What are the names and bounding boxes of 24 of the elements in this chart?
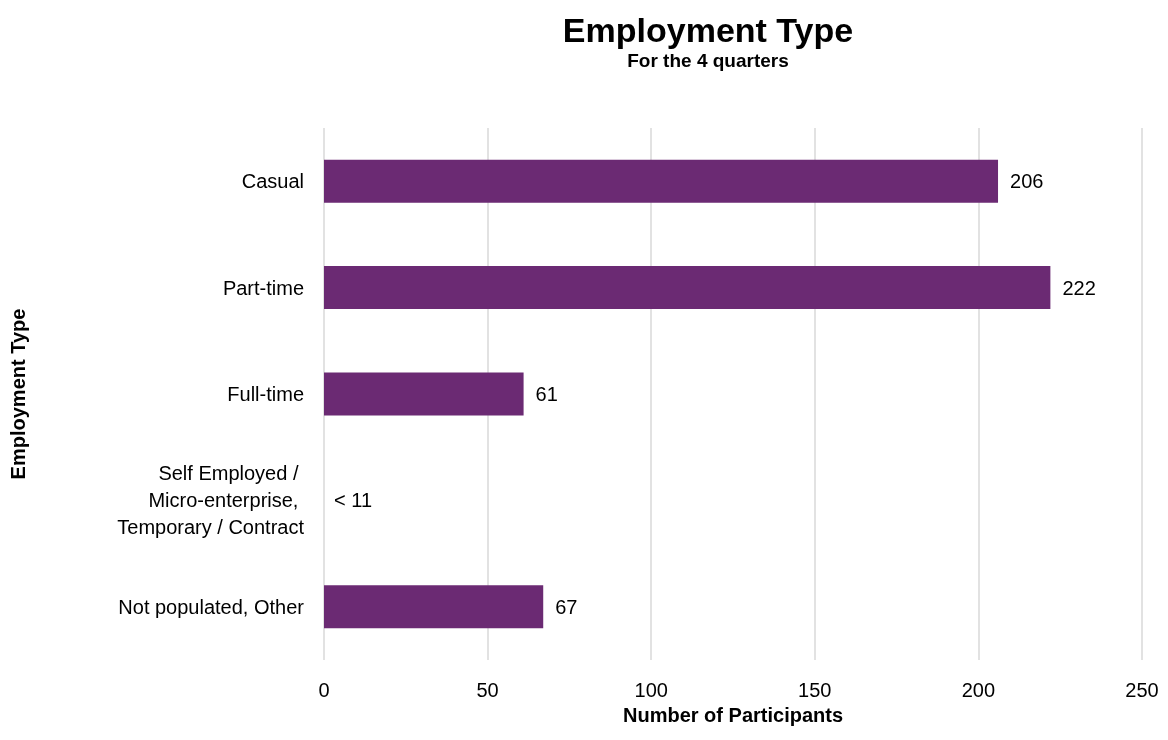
y-tick-label: Full-time (227, 383, 304, 405)
x-tick-label: 250 (1125, 679, 1159, 701)
y-tick-label: Not populated, Other (118, 595, 305, 618)
y-axis-title: Employment Type (7, 308, 29, 480)
data-label: 67 (555, 595, 578, 618)
y-tick-label: Part-time (222, 276, 304, 299)
chart-title: Employment Type (562, 11, 854, 49)
data-label: 222 (1062, 276, 1096, 299)
x-tick-label: 50 (476, 679, 499, 701)
x-tick-label: 200 (961, 679, 996, 701)
data-label: 61 (535, 383, 558, 405)
bar (324, 585, 544, 629)
bar (324, 372, 524, 416)
y-tick-label: Self Employed / Micro-enterprise, Temporary / Contract (117, 462, 305, 539)
x-axis-title: Number of Participants (622, 703, 844, 726)
x-tick-label: 150 (798, 679, 832, 701)
text: < 11 (334, 489, 372, 512)
x-tick-label: 100 (634, 679, 668, 701)
x-tick-label: 0 (318, 679, 330, 701)
bar (324, 266, 1051, 310)
bar (324, 159, 999, 203)
chart-subtitle: For the 4 quarters (627, 50, 789, 71)
data-label: 206 (1010, 170, 1044, 193)
y-tick-label: Casual (241, 170, 304, 193)
